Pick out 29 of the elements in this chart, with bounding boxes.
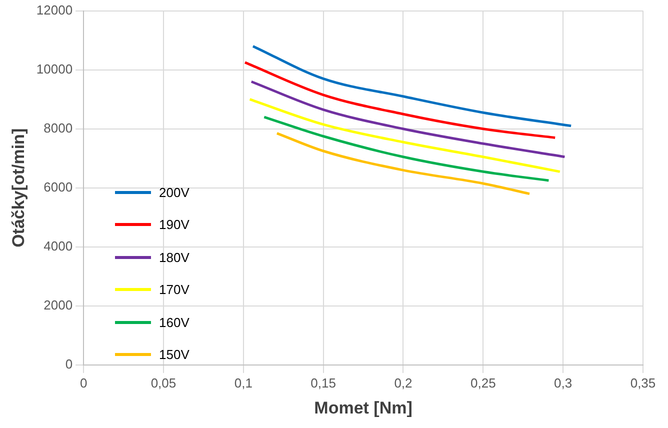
line-series [252, 44, 572, 128]
y-tick-label: 8000 [44, 120, 73, 136]
legend-label: 150V [159, 347, 190, 362]
x-tick-label: 0,05 [150, 375, 176, 390]
legend-label: 160V [159, 314, 190, 330]
y-tick-label: 2000 [44, 298, 73, 313]
line-series [250, 80, 566, 158]
legend-label: 200V [159, 184, 190, 200]
x-tick-label: 0,1 [234, 375, 252, 390]
legend-label: 170V [159, 282, 190, 298]
line-series [244, 61, 556, 139]
legend-label: 190V [159, 217, 190, 232]
y-tick-label: 0 [65, 356, 73, 372]
x-tick-label: 0 [80, 375, 88, 390]
x-tick-label: 0,3 [554, 375, 572, 390]
line-series [248, 98, 562, 173]
y-tick-label: 10000 [36, 61, 73, 76]
line-series [262, 116, 550, 182]
x-tick-label: 0,15 [310, 375, 336, 390]
x-tick-label: 0,25 [470, 375, 496, 390]
y-tick-label: 12000 [36, 2, 73, 18]
line-series [276, 132, 531, 196]
y-tick-label: 4000 [44, 238, 73, 254]
x-tick-label: 0,2 [394, 375, 412, 390]
x-tick-label: 0,35 [630, 375, 656, 390]
x-axis-title: Momet [Nm] [314, 398, 412, 418]
y-tick-label: 6000 [44, 179, 73, 194]
legend-label: 180V [159, 250, 190, 265]
y-axis-title: Otáčky[ot/min] [8, 128, 28, 248]
